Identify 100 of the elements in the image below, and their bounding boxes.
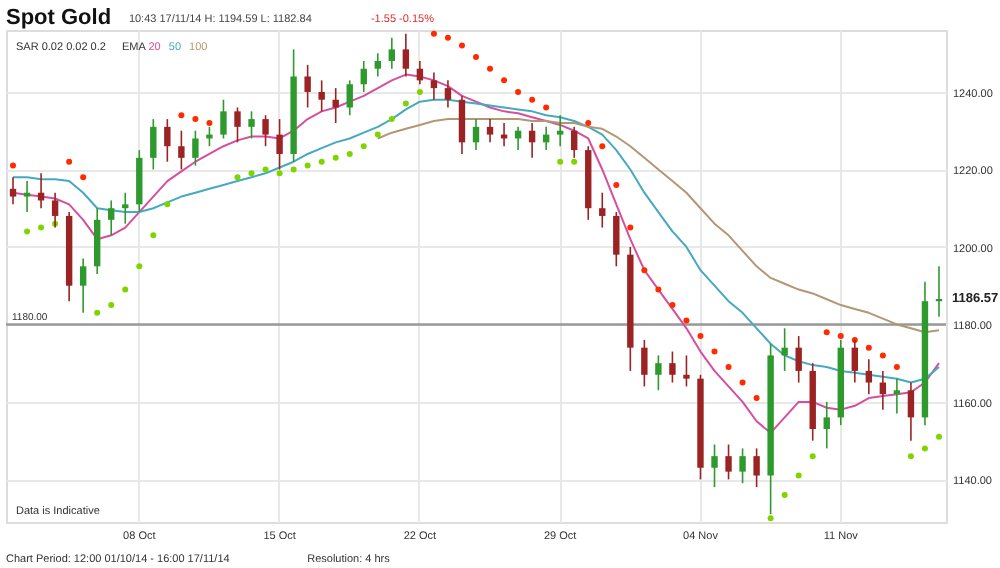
point <box>388 116 395 123</box>
point <box>458 42 465 49</box>
point <box>641 267 648 274</box>
candlestick <box>444 79 452 109</box>
point <box>262 166 269 173</box>
point <box>585 119 592 126</box>
candlestick <box>192 129 199 167</box>
point <box>38 224 45 231</box>
candlestick <box>318 79 325 113</box>
candlestick <box>136 149 143 213</box>
point <box>781 491 788 498</box>
point <box>921 445 928 452</box>
point <box>683 317 690 324</box>
point <box>80 174 87 181</box>
candlestick <box>865 358 873 395</box>
candlestick <box>164 118 171 163</box>
candlestick <box>486 118 494 144</box>
point <box>767 515 774 522</box>
candlestick <box>458 95 466 155</box>
candlestick <box>248 110 255 140</box>
point <box>837 333 844 340</box>
point <box>360 143 367 150</box>
point <box>10 162 17 169</box>
point <box>655 286 662 293</box>
point <box>318 158 325 165</box>
candlestick <box>711 443 718 488</box>
candlestick <box>851 339 859 384</box>
point <box>444 34 451 41</box>
point <box>711 348 718 355</box>
candlestick <box>599 191 606 229</box>
point <box>136 263 143 270</box>
point <box>24 228 31 235</box>
point <box>571 158 578 165</box>
candlestick <box>669 350 676 384</box>
candlestick <box>725 443 732 481</box>
point <box>487 65 494 72</box>
point <box>697 333 704 340</box>
point <box>529 96 536 103</box>
candlestick <box>430 71 438 101</box>
candlestick <box>93 207 101 275</box>
point <box>108 302 115 309</box>
point <box>739 379 746 386</box>
candlestick <box>795 335 802 384</box>
point <box>150 232 157 239</box>
candlestick <box>23 180 31 213</box>
point <box>402 100 409 107</box>
candlestick <box>893 377 901 415</box>
point <box>865 344 872 351</box>
point <box>627 224 634 231</box>
candlestick <box>234 106 241 144</box>
point <box>725 364 732 371</box>
point <box>515 88 522 95</box>
point <box>501 77 508 84</box>
point <box>332 154 339 161</box>
point <box>346 150 353 157</box>
point <box>543 104 550 111</box>
point <box>473 54 479 61</box>
point <box>599 143 606 150</box>
candlestick <box>753 447 760 488</box>
candlestick <box>571 126 578 159</box>
point <box>66 158 73 165</box>
candlestick <box>122 191 129 225</box>
candlestick <box>346 79 353 117</box>
candlestick <box>781 327 788 372</box>
candlestick <box>556 114 564 148</box>
point <box>234 174 241 181</box>
point <box>557 158 564 165</box>
point <box>809 453 816 460</box>
point <box>795 472 802 479</box>
point <box>276 170 283 177</box>
point <box>430 30 437 37</box>
point <box>669 302 676 309</box>
point <box>893 364 900 371</box>
point <box>416 88 423 95</box>
candlestick <box>388 36 396 70</box>
point <box>164 201 171 208</box>
point <box>753 395 760 402</box>
candlestick <box>402 33 410 78</box>
point <box>304 162 311 169</box>
candlestick <box>79 257 87 314</box>
point <box>879 352 886 359</box>
point <box>248 170 255 177</box>
candlestick <box>739 447 746 485</box>
point <box>374 131 381 138</box>
candlestick <box>304 64 311 109</box>
point <box>206 119 213 126</box>
point <box>613 181 620 188</box>
candlestick <box>150 118 157 171</box>
point <box>935 433 942 440</box>
candlestick <box>472 118 480 151</box>
point <box>178 112 185 119</box>
candlestick <box>9 176 17 206</box>
candlestick <box>220 98 227 140</box>
candlestick <box>374 52 381 78</box>
point <box>907 453 914 460</box>
candlestick <box>823 401 830 450</box>
point <box>122 286 129 293</box>
candlestick <box>262 114 269 148</box>
candlestick <box>613 211 620 268</box>
candlestick <box>276 118 283 171</box>
